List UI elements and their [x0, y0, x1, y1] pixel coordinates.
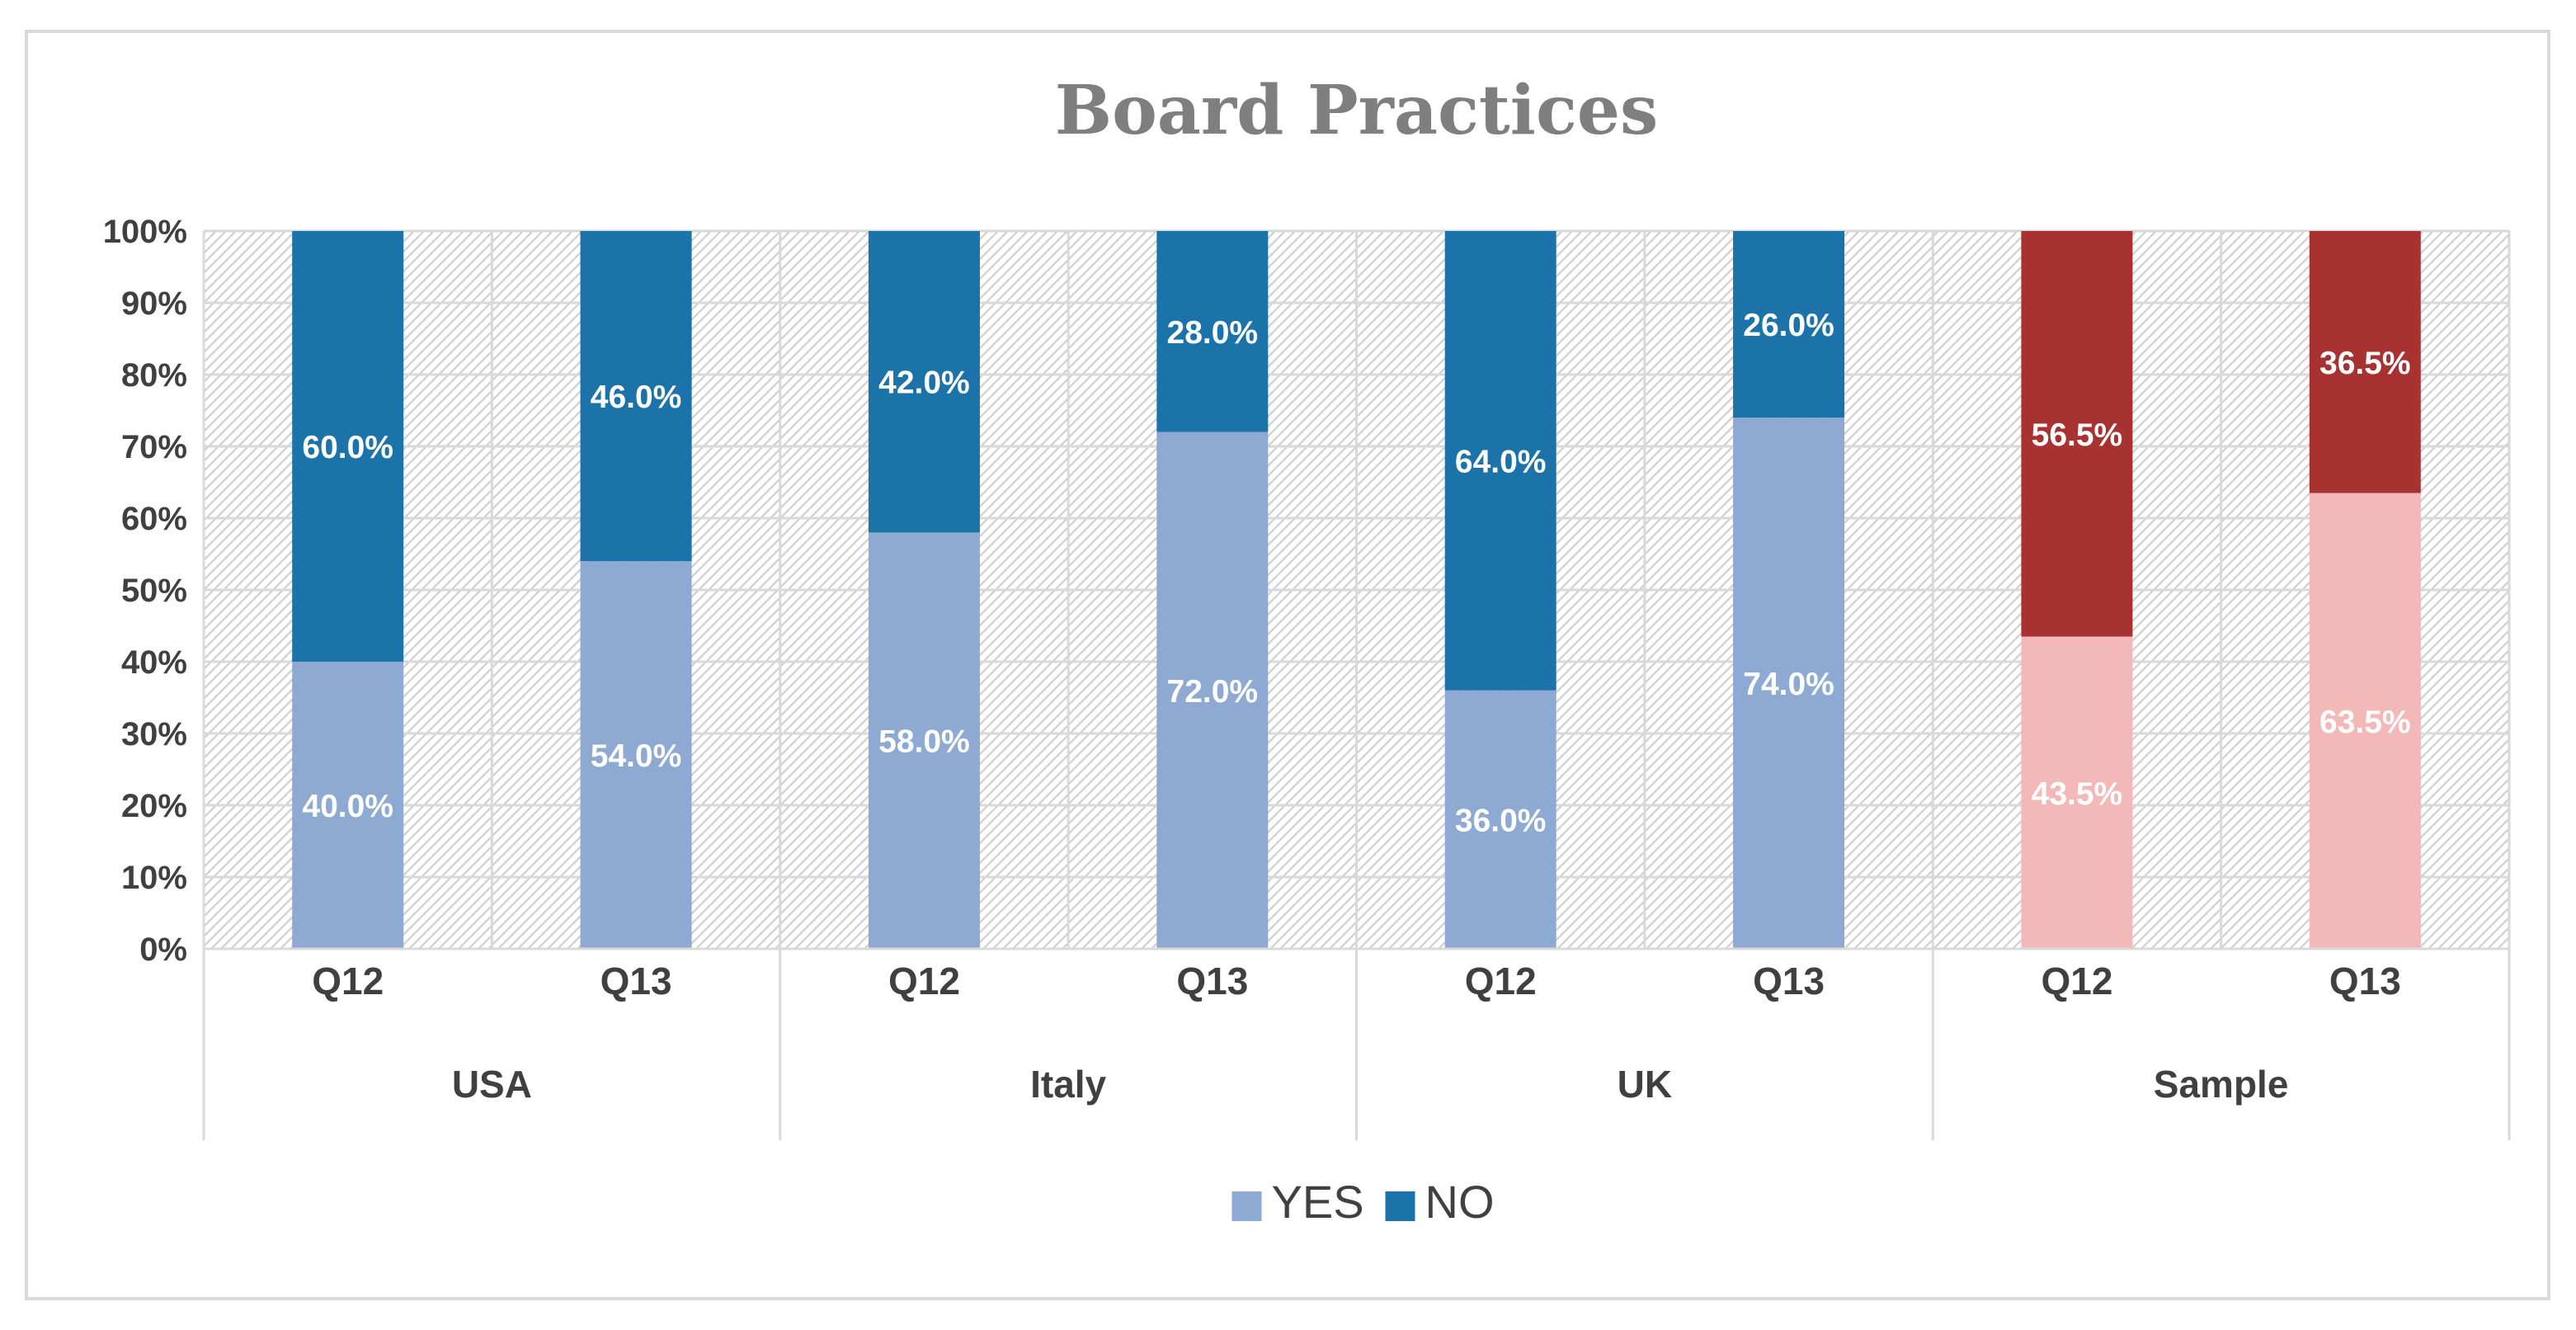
- board-practices-chart: Board Practices 0% 10% 20% 30% 40% 50% 60% 70% 8…: [103, 71, 2511, 1228]
- group-label: Sample: [2154, 1063, 2289, 1106]
- bar-no-italy-q12: [868, 231, 980, 533]
- data-label: 64.0%: [1455, 444, 1547, 479]
- data-label: 58.0%: [878, 724, 970, 760]
- data-label: 63.5%: [2319, 705, 2411, 740]
- data-label: 54.0%: [591, 738, 682, 774]
- group-label: Italy: [1030, 1063, 1106, 1106]
- group-label: USA: [452, 1063, 532, 1106]
- y-tick-label: 20%: [121, 788, 187, 824]
- data-label: 56.5%: [2032, 417, 2123, 453]
- y-tick-label: 60%: [121, 501, 187, 537]
- group-label: UK: [1618, 1063, 1672, 1106]
- bar-no-usa-q12: [292, 231, 404, 662]
- data-label: 36.5%: [2319, 346, 2411, 381]
- y-tick-label: 80%: [121, 357, 187, 394]
- legend-label: YES: [1272, 1176, 1364, 1228]
- data-label: 43.5%: [2032, 776, 2123, 812]
- y-tick-label: 70%: [121, 429, 187, 465]
- data-label: 28.0%: [1167, 315, 1259, 351]
- y-tick-label: 0%: [139, 931, 187, 968]
- legend-swatch-yes: [1231, 1191, 1262, 1221]
- category-label: Q13: [1176, 960, 1248, 1002]
- category-label: Q13: [2329, 960, 2401, 1002]
- category-label: Q12: [2041, 960, 2112, 1002]
- category-label: Q13: [1753, 960, 1825, 1002]
- category-label: Q12: [1465, 960, 1537, 1002]
- y-tick-label: 90%: [121, 285, 187, 322]
- data-label: 74.0%: [1743, 667, 1834, 702]
- y-tick-label: 50%: [121, 573, 187, 609]
- data-label: 60.0%: [302, 430, 393, 465]
- y-tick-label: 100%: [103, 214, 187, 250]
- data-label: 46.0%: [591, 380, 682, 415]
- data-label: 26.0%: [1743, 308, 1834, 343]
- legend-label: NO: [1425, 1176, 1495, 1228]
- bar-no-uk-q13: [1733, 231, 1845, 418]
- bar-yes-usa-q13: [580, 561, 692, 949]
- chart-frame: Board Practices 0% 10% 20% 30% 40% 50% 60% 70% 8…: [25, 30, 2550, 1300]
- category-label: Q13: [600, 960, 672, 1002]
- bar-yes-sample-q12: [2021, 636, 2133, 949]
- legend-swatch-no: [1385, 1191, 1415, 1221]
- bar-yes-uk-q12: [1444, 690, 1556, 949]
- bar-yes-usa-q12: [292, 662, 404, 949]
- bar-no-sample-q13: [2309, 231, 2421, 493]
- category-label: Q12: [888, 960, 960, 1002]
- bar-yes-sample-q13: [2309, 493, 2421, 949]
- legend: YES NO: [1231, 1176, 1495, 1228]
- bar-no-usa-q13: [580, 231, 692, 562]
- y-tick-label: 40%: [121, 644, 187, 681]
- y-tick-label: 10%: [121, 860, 187, 896]
- bar-yes-italy-q13: [1156, 432, 1269, 949]
- data-label: 72.0%: [1167, 674, 1259, 710]
- chart-title: Board Practices: [1055, 71, 1658, 150]
- data-label: 40.0%: [302, 789, 393, 824]
- bar-no-uk-q12: [1444, 231, 1556, 691]
- category-label: Q12: [312, 960, 384, 1002]
- bar-yes-italy-q12: [868, 532, 980, 949]
- bar-no-italy-q13: [1156, 231, 1269, 432]
- y-tick-label: 30%: [121, 716, 187, 752]
- bar-yes-uk-q13: [1733, 417, 1845, 949]
- data-label: 42.0%: [878, 366, 970, 401]
- bar-no-sample-q12: [2021, 231, 2133, 637]
- data-label: 36.0%: [1455, 803, 1547, 838]
